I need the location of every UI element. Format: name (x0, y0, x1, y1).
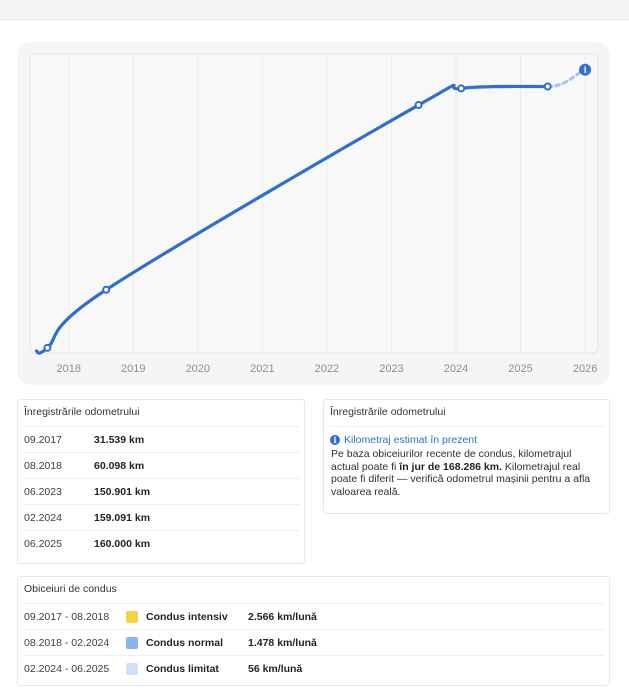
estimate-card: Înregistrările odometrului i Kilometraj … (323, 399, 610, 514)
record-km: 150.901 km (94, 485, 151, 498)
estimate-heading-text: Kilometraj estimat în prezent (344, 434, 478, 446)
x-tick-label: 2021 (250, 363, 274, 375)
habit-color-swatch (126, 610, 138, 623)
table-row: 08.2018 60.098 km (24, 452, 300, 478)
record-date: 06.2025 (24, 537, 62, 550)
odometer-records-card: Înregistrările odometrului 09.2017 31.53… (17, 399, 305, 564)
info-icon-glyph: i (584, 65, 587, 75)
odometer-point[interactable] (43, 343, 52, 352)
odometer-records-title: Înregistrările odometrului (24, 406, 140, 418)
record-date: 06.2023 (24, 485, 62, 498)
table-row: 06.2023 150.901 km (24, 478, 300, 504)
habit-color-swatch (126, 636, 138, 649)
estimate-heading: i Kilometraj estimat în prezent (330, 426, 605, 446)
habit-type: Condus limitat (146, 662, 219, 675)
odometer-chart-card: 2018 2019 2020 2021 2022 2023 2024 2025 2026 i (17, 42, 610, 385)
x-tick-label: 2025 (508, 363, 532, 375)
estimate-line (546, 68, 587, 89)
estimate-text-end: Kilometrajul real poate fi diferit — ver… (331, 460, 591, 498)
estimate-value: în jur de 168.286 km. (399, 460, 503, 473)
table-row: 02.2024 - 06.2025 Condus limitat 56 km/l… (24, 655, 605, 681)
record-km: 159.091 km (94, 511, 151, 524)
record-date: 08.2018 (24, 459, 62, 472)
habit-period: 02.2024 - 06.2025 (24, 662, 110, 675)
record-km: 60.098 km (94, 459, 145, 472)
estimate-info-icon[interactable] (579, 63, 592, 76)
top-bar (0, 0, 629, 20)
x-tick-label: 2023 (379, 363, 403, 375)
odometer-point[interactable] (543, 82, 552, 91)
habit-period: 08.2018 - 02.2024 (24, 636, 110, 649)
plot-area (29, 53, 599, 354)
habit-type: Condus normal (146, 636, 224, 649)
record-km: 160.000 km (94, 537, 151, 550)
table-row: 02.2024 159.091 km (24, 504, 300, 530)
odometer-point[interactable] (457, 84, 466, 93)
x-tick-label: 2022 (315, 363, 339, 375)
x-tick-label: 2024 (444, 363, 468, 375)
habit-rate: 56 km/lună (248, 662, 303, 675)
estimate-description: Pe baza obiceiurilor recente de condus, … (331, 448, 601, 498)
estimate-text-start: Pe baza obiceiurilor recente de condus, … (331, 448, 572, 473)
record-date: 09.2017 (24, 433, 62, 446)
odometer-point[interactable] (414, 101, 423, 110)
x-tick-label: 2026 (573, 363, 597, 375)
x-tick-label: 2020 (186, 363, 210, 375)
habit-color-swatch (126, 662, 138, 675)
habit-period: 09.2017 - 08.2018 (24, 610, 110, 623)
table-row: 09.2017 31.539 km (24, 426, 300, 452)
x-tick-label: 2018 (56, 363, 80, 375)
habit-rate: 1.478 km/lună (248, 636, 317, 649)
record-km: 31.539 km (94, 433, 145, 446)
info-icon: i (330, 435, 340, 445)
driving-habits-card: Obiceiuri de condus 09.2017 - 08.2018 Co… (17, 576, 610, 686)
table-row: 09.2017 - 08.2018 Condus intensiv 2.566 … (24, 603, 605, 629)
habit-rate: 2.566 km/lună (248, 610, 317, 623)
odometer-chart: 2018 2019 2020 2021 2022 2023 2024 2025 2026 i (29, 53, 599, 375)
x-tick-label: 2019 (121, 363, 145, 375)
habit-type: Condus intensiv (146, 610, 228, 623)
driving-habits-title: Obiceiuri de condus (24, 583, 117, 595)
table-row: 06.2025 160.000 km (24, 530, 300, 556)
record-date: 02.2024 (24, 511, 62, 524)
odometer-point[interactable] (102, 285, 111, 294)
table-row: 08.2018 - 02.2024 Condus normal 1.478 km… (24, 629, 605, 655)
estimate-card-title: Înregistrările odometrului (330, 406, 446, 418)
